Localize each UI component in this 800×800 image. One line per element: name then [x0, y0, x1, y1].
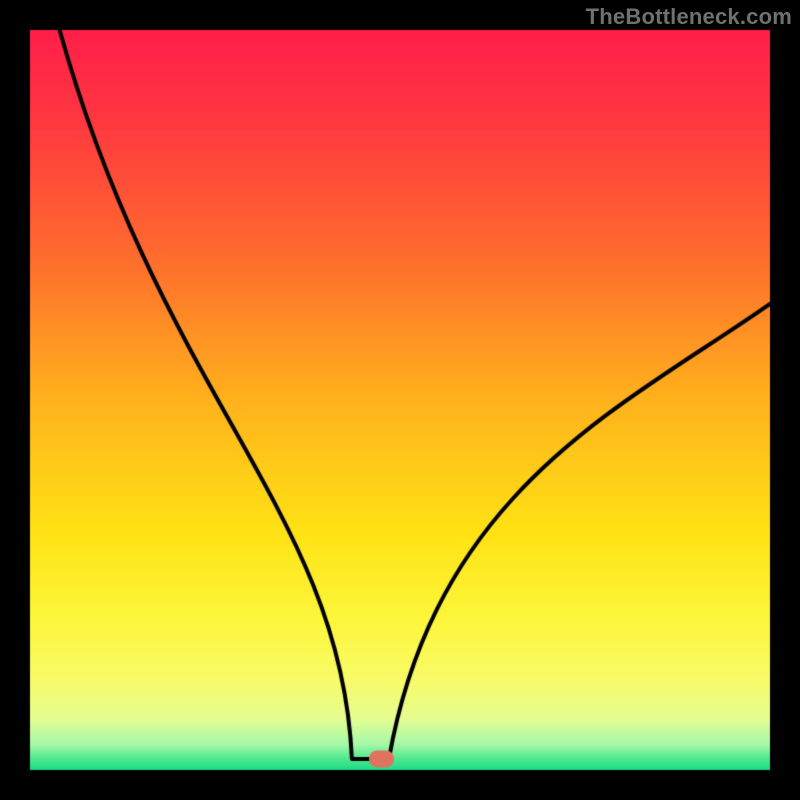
watermark-text: TheBottleneck.com — [586, 4, 792, 30]
bottleneck-curve-canvas — [0, 0, 800, 800]
bottleneck-chart-root: TheBottleneck.com — [0, 0, 800, 800]
